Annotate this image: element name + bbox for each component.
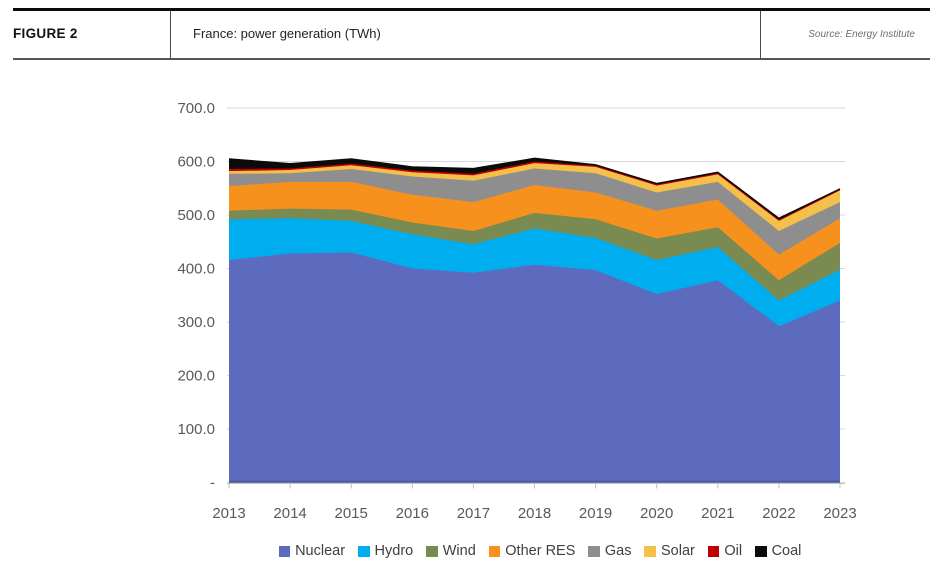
y-axis-tick-label: 500.0 (177, 207, 215, 224)
figure-label: FIGURE 2 (13, 26, 78, 41)
x-axis-tick-label: 2014 (273, 505, 306, 522)
chart-legend: Nuclear Hydro Wind Other RES Gas Solar Oil Coal (229, 544, 851, 559)
legend-item-coal: Coal (755, 544, 801, 559)
area-hydro (229, 218, 840, 327)
area-nuclear (229, 252, 840, 483)
y-axis-tick-label: 400.0 (177, 261, 215, 278)
legend-item-nuclear: Nuclear (278, 543, 346, 559)
legend-label: Coal (771, 543, 802, 559)
legend-label: Gas (604, 543, 632, 559)
x-axis-tick-label: 2015 (335, 505, 368, 522)
y-axis-tick-label: 300.0 (177, 314, 215, 331)
area-edge-coal (228, 157, 841, 219)
legend-label: Solar (660, 543, 695, 559)
x-axis-tick-label: 2013 (212, 505, 245, 522)
x-axis-tick-label: 2020 (640, 505, 673, 522)
header-divider-left (170, 11, 171, 58)
legend-item-other-res: Other RES (488, 543, 576, 559)
x-axis-tick-label: 2021 (701, 505, 734, 522)
area-gas (229, 168, 840, 255)
legend-swatch (426, 545, 438, 557)
legend-swatch (644, 545, 656, 557)
legend-item-solar: Solar (644, 543, 695, 559)
x-axis-tick-label: 2017 (457, 505, 490, 522)
x-axis-tick-label: 2022 (762, 505, 795, 522)
area-wind (229, 208, 840, 301)
x-axis-tick-label: 2018 (518, 505, 551, 522)
y-axis-tick-label: 700.0 (177, 100, 215, 117)
figure-source: Source: Energy Institute (808, 29, 915, 40)
legend-swatch (488, 545, 501, 557)
legend-item-hydro: Hydro (358, 544, 413, 559)
area-other-res (229, 181, 840, 281)
legend-swatch (588, 545, 600, 557)
legend-item-wind: Wind (426, 544, 476, 559)
legend-label: Oil (724, 543, 743, 559)
legend-swatch (358, 545, 370, 557)
legend-swatch (707, 545, 720, 557)
legend-swatch (278, 545, 291, 557)
area-coal (229, 158, 840, 220)
x-axis-tick-label: 2016 (396, 505, 429, 522)
y-axis-tick-label: - (210, 475, 215, 492)
header-divider-right (760, 11, 761, 58)
header-bottom-rule (13, 58, 930, 60)
x-axis-tick-label: 2019 (579, 505, 612, 522)
legend-label: Other RES (505, 543, 576, 559)
legend-label: Wind (442, 543, 476, 559)
x-axis-tick-label: 2023 (823, 505, 856, 522)
figure-title: France: power generation (TWh) (193, 26, 381, 41)
y-axis-tick-label: 600.0 (177, 154, 215, 171)
legend-label: Nuclear (295, 543, 346, 559)
legend-item-gas: Gas (588, 544, 631, 559)
header-top-rule (13, 8, 930, 11)
legend-item-oil: Oil (707, 543, 743, 559)
y-axis-tick-label: 200.0 (177, 368, 215, 385)
legend-swatch (755, 545, 767, 557)
legend-label: Hydro (374, 543, 414, 559)
y-axis-tick-label: 100.0 (177, 421, 215, 438)
